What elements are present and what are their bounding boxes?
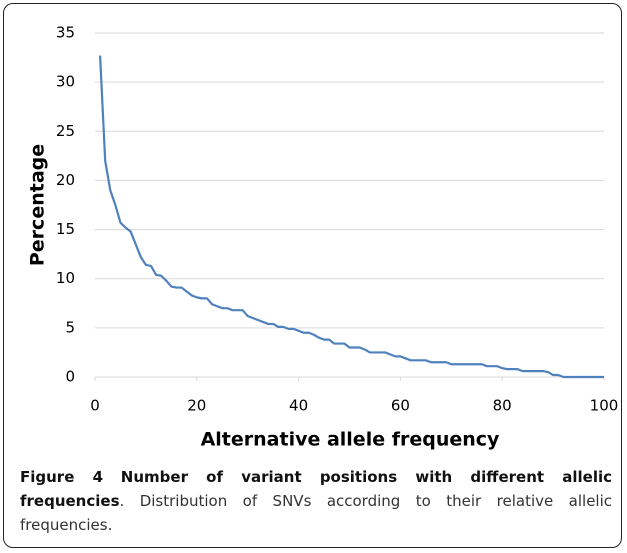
x-tick-label: 40 — [289, 397, 308, 415]
caption-label: Figure 4 — [20, 468, 104, 486]
figure-frame — [3, 3, 622, 548]
y-tick-label: 30 — [56, 73, 75, 91]
x-axis-title: Alternative allele frequency — [201, 429, 500, 451]
y-tick-label: 25 — [56, 122, 75, 140]
x-tick-label: 60 — [391, 397, 410, 415]
y-tick-label: 10 — [56, 269, 75, 287]
caption-text: . Distribution of SNVs according to thei… — [20, 492, 612, 534]
data-line — [98, 55, 604, 379]
y-tick-label: 15 — [56, 220, 75, 238]
y-axis-title: Percentage — [27, 144, 49, 266]
y-tick-label: 35 — [56, 24, 75, 42]
y-tick-label: 5 — [65, 318, 75, 336]
x-tick-label: 20 — [187, 397, 206, 415]
caption-title: Number of variant positions with differe… — [20, 468, 612, 510]
y-tick-label: 0 — [65, 368, 75, 386]
x-tick-label: 100 — [590, 397, 619, 415]
caption: Figure 4 Number of variant positions wit… — [20, 465, 612, 537]
chart: Alternative allele frequency Percentage … — [27, 24, 619, 451]
x-tick-label: 0 — [90, 397, 100, 415]
y-tick-label: 20 — [56, 171, 75, 189]
x-tick-label: 80 — [493, 397, 512, 415]
